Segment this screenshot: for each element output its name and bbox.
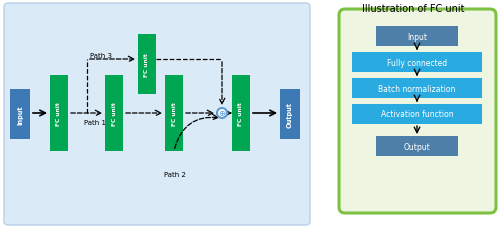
FancyBboxPatch shape (165, 76, 183, 151)
FancyBboxPatch shape (376, 27, 458, 47)
FancyBboxPatch shape (10, 90, 30, 139)
Text: Path 1: Path 1 (84, 120, 106, 125)
FancyBboxPatch shape (352, 79, 482, 98)
Text: Batch normalization: Batch normalization (378, 84, 456, 93)
Text: Input: Input (407, 32, 427, 41)
Text: ⊕: ⊕ (218, 109, 226, 117)
Text: Illustration of FC unit: Illustration of FC unit (362, 4, 464, 14)
FancyBboxPatch shape (352, 105, 482, 124)
Text: Output: Output (404, 142, 430, 151)
Text: FC unit: FC unit (144, 53, 150, 76)
FancyBboxPatch shape (376, 136, 458, 156)
Circle shape (217, 109, 227, 118)
FancyBboxPatch shape (4, 4, 310, 225)
Text: FC unit: FC unit (238, 102, 244, 125)
Text: FC unit: FC unit (172, 102, 176, 125)
Text: Fully connected: Fully connected (387, 58, 447, 67)
FancyBboxPatch shape (50, 76, 68, 151)
FancyBboxPatch shape (232, 76, 250, 151)
Text: Output: Output (287, 102, 293, 127)
FancyBboxPatch shape (105, 76, 123, 151)
FancyBboxPatch shape (138, 35, 156, 95)
FancyBboxPatch shape (352, 53, 482, 73)
Text: FC unit: FC unit (56, 102, 62, 125)
Text: FC unit: FC unit (112, 102, 116, 125)
Text: Path 3: Path 3 (90, 53, 112, 59)
Text: Path 2: Path 2 (164, 171, 186, 177)
Text: Input: Input (17, 105, 23, 124)
FancyBboxPatch shape (339, 10, 496, 213)
FancyBboxPatch shape (280, 90, 300, 139)
Text: Activation function: Activation function (380, 110, 454, 119)
